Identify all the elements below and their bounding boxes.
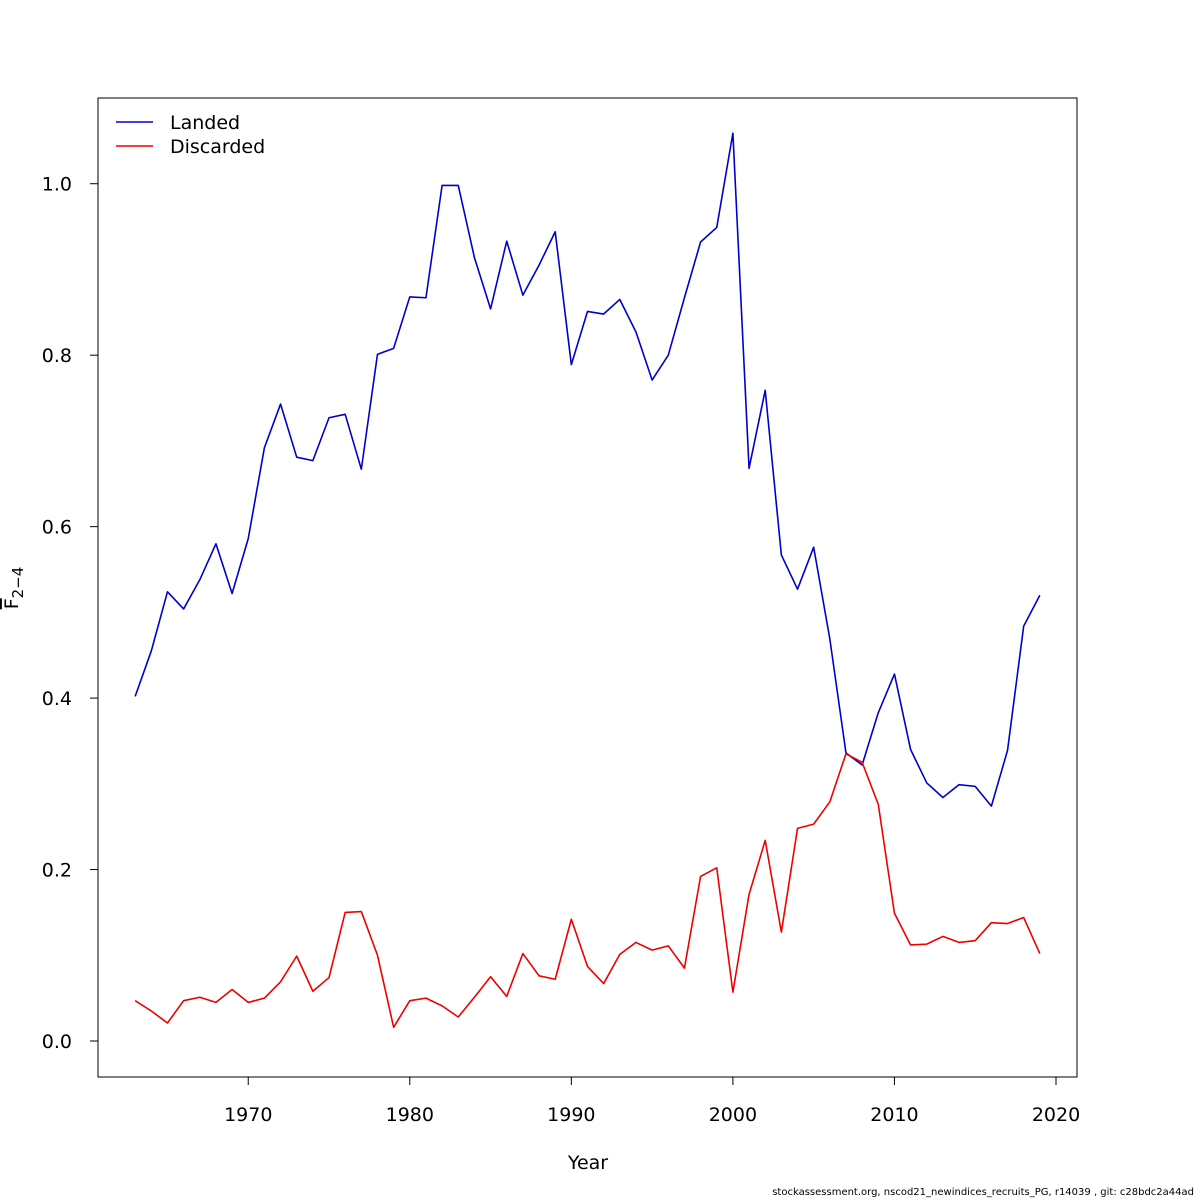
legend: Landed Discarded <box>116 112 265 158</box>
y-tick-label: 0.8 <box>42 345 72 367</box>
series-line-discarded <box>134 753 1041 1029</box>
y-tick-label: 0.4 <box>42 688 72 710</box>
series-line-landed <box>134 132 1041 807</box>
plot-frame <box>97 97 1078 1078</box>
x-axis-title: Year <box>567 1152 608 1174</box>
y-tick-label: 1.0 <box>42 174 72 196</box>
x-axis: 1970 1980 1990 2000 2010 2020 <box>224 1076 1080 1126</box>
series-layer <box>134 132 1041 1029</box>
x-tick-label: 2010 <box>870 1104 918 1126</box>
x-tick-label: 2020 <box>1032 1104 1080 1126</box>
y-axis: 0.0 0.2 0.4 0.6 0.8 1.0 <box>42 174 99 1053</box>
legend-label-discarded: Discarded <box>170 136 265 158</box>
x-tick-label: 2000 <box>709 1104 757 1126</box>
y-tick-label: 0.6 <box>42 517 72 539</box>
x-tick-label: 1990 <box>547 1104 595 1126</box>
footer-caption: stockassessment.org, nscod21_newindices_… <box>772 1187 1194 1198</box>
y-axis-title-symbol: F <box>1 598 23 609</box>
y-tick-label: 0.0 <box>42 1031 72 1053</box>
svg-text:F2−4: F2−4 <box>1 567 27 610</box>
x-tick-label: 1980 <box>386 1104 434 1126</box>
legend-label-landed: Landed <box>170 112 240 134</box>
x-tick-label: 1970 <box>224 1104 272 1126</box>
y-axis-title-subscript: 2−4 <box>9 567 27 599</box>
y-tick-label: 0.2 <box>42 860 72 882</box>
y-axis-title: F2−4 <box>1 567 27 610</box>
